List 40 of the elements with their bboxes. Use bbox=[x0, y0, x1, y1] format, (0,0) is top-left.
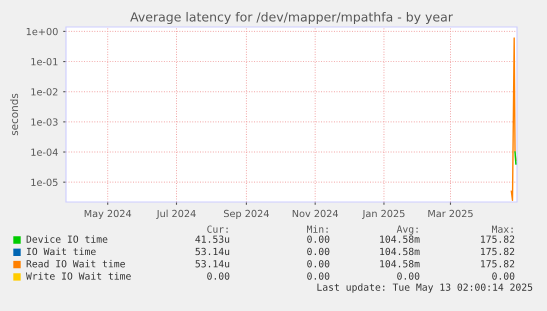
text: Cur: bbox=[207, 225, 228, 233]
text: Max: bbox=[492, 226, 513, 233]
legend-label: Read IO Wait time bbox=[26, 260, 125, 268]
line-series bbox=[510, 37, 517, 202]
legend-label: IO Wait time bbox=[26, 248, 96, 256]
y-tick-label: 1e-05 bbox=[31, 178, 58, 186]
text: 0.00 bbox=[307, 248, 330, 256]
y-tick-label: 1e-02 bbox=[31, 88, 58, 96]
x-tick-label: Mar 2025 bbox=[428, 210, 473, 218]
text: 0.00 bbox=[307, 235, 330, 243]
x-tick-label: Jan 2025 bbox=[362, 210, 405, 219]
y-tick-label: 1e-01 bbox=[31, 58, 58, 66]
x-tick-label: Sep 2024 bbox=[224, 210, 269, 220]
y-tick-label: 1e+00 bbox=[26, 28, 58, 36]
text: 0.00 bbox=[307, 272, 330, 280]
text: 104.58m bbox=[380, 248, 420, 256]
text: 0.00 bbox=[492, 272, 514, 280]
text: Last update: Tue May 13 02:00:14 2025 bbox=[317, 283, 532, 293]
text: 41.53u bbox=[195, 235, 230, 243]
y-axis-title: seconds bbox=[10, 94, 18, 136]
text: 0.00 bbox=[207, 272, 230, 280]
text: 104.58m bbox=[380, 235, 420, 243]
text: 53.14u bbox=[196, 248, 230, 256]
y-tick-label: 1e-04 bbox=[31, 148, 58, 156]
text: 175.82 bbox=[481, 260, 514, 268]
text: 175.82 bbox=[481, 235, 514, 243]
text: 0.00 bbox=[307, 260, 330, 268]
x-tick-label: Jul 2024 bbox=[156, 210, 196, 219]
x-tick-label: May 2024 bbox=[84, 210, 132, 220]
y-tick-label: 1e-03 bbox=[31, 118, 58, 126]
text: 53.14u bbox=[196, 260, 230, 268]
text: 104.58m bbox=[380, 260, 420, 268]
text: 0.00 bbox=[397, 272, 420, 280]
chart-title: Average latency for /dev/mapper/mpathfa - by year bbox=[130, 12, 453, 24]
legend-label: Device IO time bbox=[26, 235, 108, 243]
text: 175.82 bbox=[481, 248, 514, 256]
legend-label: Write IO Wait time bbox=[26, 272, 131, 280]
x-tick-label: Nov 2024 bbox=[292, 210, 338, 218]
text: Avg: bbox=[396, 226, 418, 235]
text: Min: bbox=[306, 225, 328, 233]
